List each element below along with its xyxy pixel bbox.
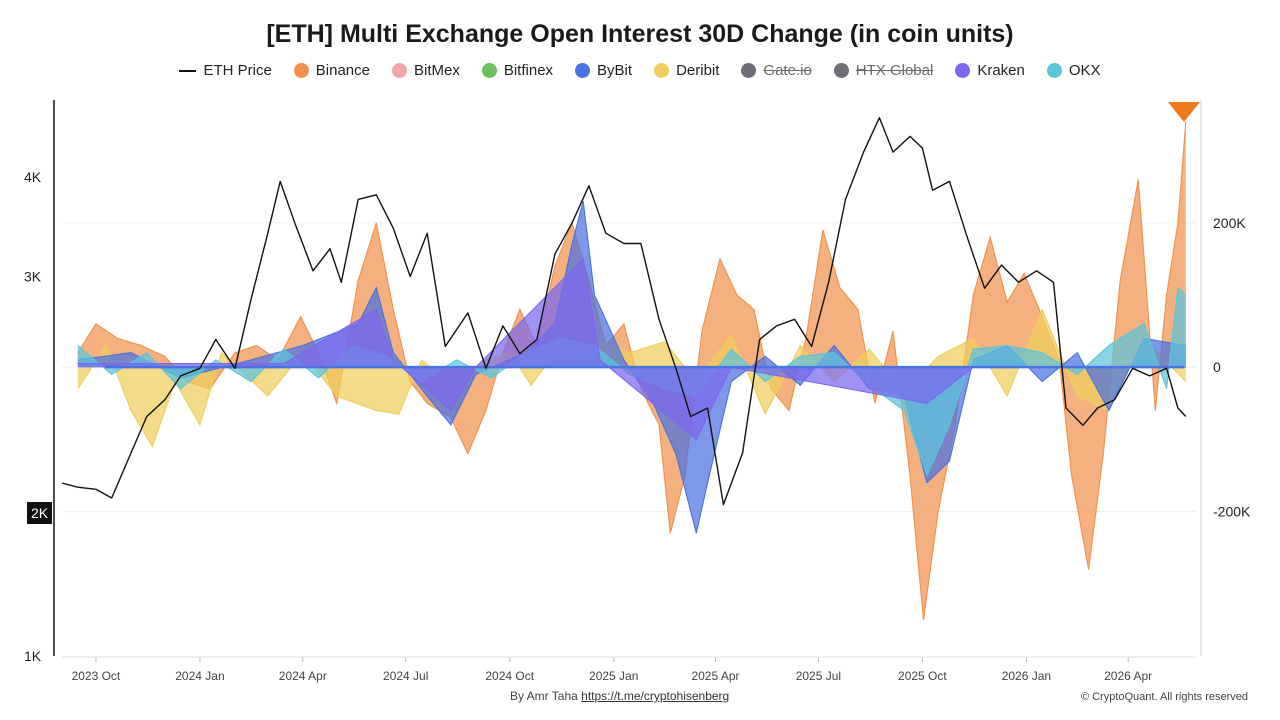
x-tick-label: 2023 Oct — [72, 669, 121, 683]
legend-swatch — [833, 63, 849, 78]
legend-swatch — [392, 63, 407, 78]
area-outline-kraken — [77, 257, 1186, 441]
legend-label: Gate.io — [763, 62, 812, 79]
legend-item-bitmex[interactable]: BitMex — [392, 62, 460, 79]
footer-author: By Amr Taha — [510, 689, 578, 703]
legend-label: ByBit — [597, 62, 633, 79]
legend-label: ETH Price — [203, 62, 272, 79]
area-outline-binance — [77, 121, 1187, 620]
chart-legend: ETH Price Binance BitMex Bitfinex ByBit Derib… — [0, 62, 1280, 79]
legend-item-okx[interactable]: OKX — [1046, 62, 1101, 79]
legend-item-eth-price[interactable]: ETH Price — [179, 62, 272, 79]
legend-swatch — [741, 63, 757, 78]
footer-copyright: © CryptoQuant. All rights reserved — [1080, 691, 1248, 703]
legend-item-htx-global[interactable]: HTX Global — [833, 62, 934, 79]
legend-swatch — [575, 63, 591, 78]
legend-item-deribit[interactable]: Deribit — [654, 62, 719, 79]
x-tick-label: 2025 Oct — [898, 669, 947, 683]
x-tick-label: 2024 Jan — [175, 669, 224, 683]
legend-item-bybit[interactable]: ByBit — [575, 62, 632, 79]
x-tick-label: 2024 Apr — [279, 669, 327, 683]
footer-link[interactable]: https://t.me/cryptohisenberg — [581, 689, 730, 703]
legend-swatch — [1046, 63, 1062, 78]
y-left-tick-label: 3K — [24, 268, 42, 284]
legend-swatch — [179, 69, 197, 72]
x-tick-label: 2025 Jul — [796, 669, 841, 683]
legend-label: BitMex — [414, 62, 460, 79]
legend-label: Kraken — [977, 62, 1025, 79]
y-right-tick-label: 0 — [1213, 359, 1221, 375]
eth-price-line — [61, 117, 1187, 506]
legend-swatch — [654, 63, 670, 78]
legend-item-kraken[interactable]: Kraken — [955, 62, 1025, 79]
legend-item-bitfinex[interactable]: Bitfinex — [481, 62, 554, 79]
x-tick-label: 2024 Jul — [383, 669, 428, 683]
x-tick-label: 2025 Jan — [589, 669, 638, 683]
legend-swatch — [293, 63, 309, 78]
x-tick-label: 2026 Jan — [1002, 669, 1051, 683]
chart-title: [ETH] Multi Exchange Open Interest 30D C… — [266, 20, 1014, 48]
peak-marker-triangle — [1168, 102, 1200, 122]
y-right-tick-label: 200K — [1213, 215, 1246, 231]
x-tick-label: 2025 Apr — [691, 669, 739, 683]
legend-item-binance[interactable]: Binance — [293, 62, 370, 79]
legend-swatch — [481, 63, 497, 78]
y-right-tick-label: -200K — [1213, 504, 1251, 520]
legend-item-gate-io[interactable]: Gate.io — [741, 62, 812, 79]
legend-label: Bitfinex — [503, 62, 554, 79]
area-series-kraken — [77, 258, 1186, 440]
legend-label: OKX — [1068, 62, 1101, 79]
x-tick-label: 2026 Apr — [1104, 669, 1152, 683]
price-marker-label: 2K — [27, 502, 52, 524]
y-left-tick-label: 1K — [24, 648, 42, 664]
x-tick-label: 2024 Oct — [485, 669, 534, 683]
y-left-tick-label: 4K — [24, 169, 42, 185]
footer-credit: By Amr Taha https://t.me/cryptohisenberg — [510, 689, 729, 703]
legend-label: HTX Global — [855, 62, 934, 79]
legend-swatch — [955, 63, 971, 78]
legend-label: Deribit — [676, 62, 720, 79]
legend-label: Binance — [315, 62, 370, 79]
